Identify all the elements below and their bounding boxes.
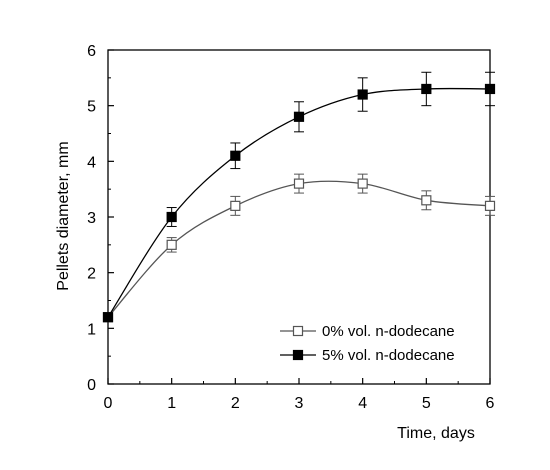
data-point: [484, 200, 496, 211]
y-tick-label: 0: [87, 377, 96, 394]
legend-label: 0% vol. n-dodecane: [322, 323, 455, 340]
data-point: [357, 178, 368, 189]
legend-item: 0% vol. n-dodecane: [280, 323, 455, 340]
data-point: [166, 239, 177, 250]
data-point: [421, 83, 432, 95]
data-point: [293, 178, 305, 189]
series-line: [107, 180, 491, 318]
y-tick-label: 6: [87, 43, 96, 60]
x-tick-label: 2: [231, 395, 240, 412]
y-tick-label: 5: [87, 99, 96, 116]
data-point: [484, 83, 496, 95]
data-point: [230, 200, 241, 211]
data-point: [421, 195, 432, 206]
data-point: [166, 211, 177, 223]
data-point: [230, 150, 241, 161]
x-tick-label: 3: [295, 395, 304, 412]
x-tick-label: 1: [167, 395, 176, 412]
legend-label: 5% vol. n-dodecane: [322, 347, 455, 364]
series-1: [102, 173, 496, 323]
x-tick-label: 4: [358, 395, 367, 412]
y-tick-label: 4: [87, 154, 96, 171]
y-tick-label: 2: [87, 266, 96, 283]
legend-marker: [292, 349, 304, 361]
x-tick-label: 6: [486, 395, 495, 412]
x-axis-label: Time, days: [397, 425, 475, 442]
y-axis: 0 1 2 3 4 5 6: [87, 43, 114, 394]
legend-marker: [292, 325, 304, 337]
legend: 0% vol. n-dodecane 5% vol. n-dodecane: [280, 323, 455, 364]
x-axis: 0 1 2 3 4 5 6: [104, 378, 495, 412]
legend-item: 5% vol. n-dodecane: [280, 347, 455, 364]
data-point: [357, 89, 368, 100]
y-tick-label: 3: [87, 210, 96, 227]
series-layer: [102, 71, 496, 323]
y-tick-label: 1: [87, 321, 96, 338]
series-2: [102, 71, 496, 323]
x-tick-label: 0: [104, 395, 113, 412]
y-axis-label: Pellets diameter, mm: [55, 141, 72, 290]
data-point: [102, 312, 114, 323]
x-tick-label: 5: [422, 395, 431, 412]
data-point: [293, 111, 305, 122]
